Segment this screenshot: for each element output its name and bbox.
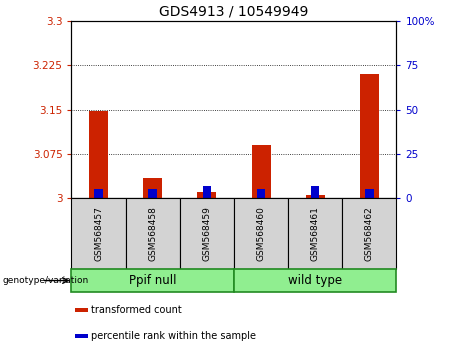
Bar — [288, 198, 342, 269]
Bar — [342, 198, 396, 269]
Bar — [75, 334, 89, 338]
Text: GSM568461: GSM568461 — [311, 206, 320, 261]
Bar — [71, 269, 234, 292]
Bar — [360, 74, 379, 198]
Bar — [89, 111, 108, 198]
Text: percentile rank within the sample: percentile rank within the sample — [91, 331, 256, 341]
Bar — [234, 269, 396, 292]
Text: GSM568460: GSM568460 — [256, 206, 266, 261]
Bar — [257, 188, 266, 198]
Text: GSM568458: GSM568458 — [148, 206, 157, 261]
Bar — [180, 198, 234, 269]
Text: GSM568462: GSM568462 — [365, 206, 374, 261]
Bar — [71, 198, 125, 269]
Bar — [311, 186, 319, 198]
Bar — [197, 192, 216, 198]
Bar — [306, 195, 325, 198]
Bar — [94, 189, 103, 198]
Text: GSM568457: GSM568457 — [94, 206, 103, 261]
Text: Ppif null: Ppif null — [129, 274, 177, 287]
Bar — [125, 198, 180, 269]
Bar — [75, 308, 89, 312]
Text: GSM568459: GSM568459 — [202, 206, 212, 261]
Bar — [365, 189, 374, 198]
Bar — [202, 186, 211, 198]
Text: genotype/variation: genotype/variation — [2, 276, 89, 285]
Title: GDS4913 / 10549949: GDS4913 / 10549949 — [159, 5, 309, 19]
Text: wild type: wild type — [288, 274, 342, 287]
Text: transformed count: transformed count — [91, 305, 181, 315]
Bar — [148, 189, 157, 198]
Bar — [252, 145, 271, 198]
Bar — [234, 198, 288, 269]
Bar — [143, 178, 162, 198]
